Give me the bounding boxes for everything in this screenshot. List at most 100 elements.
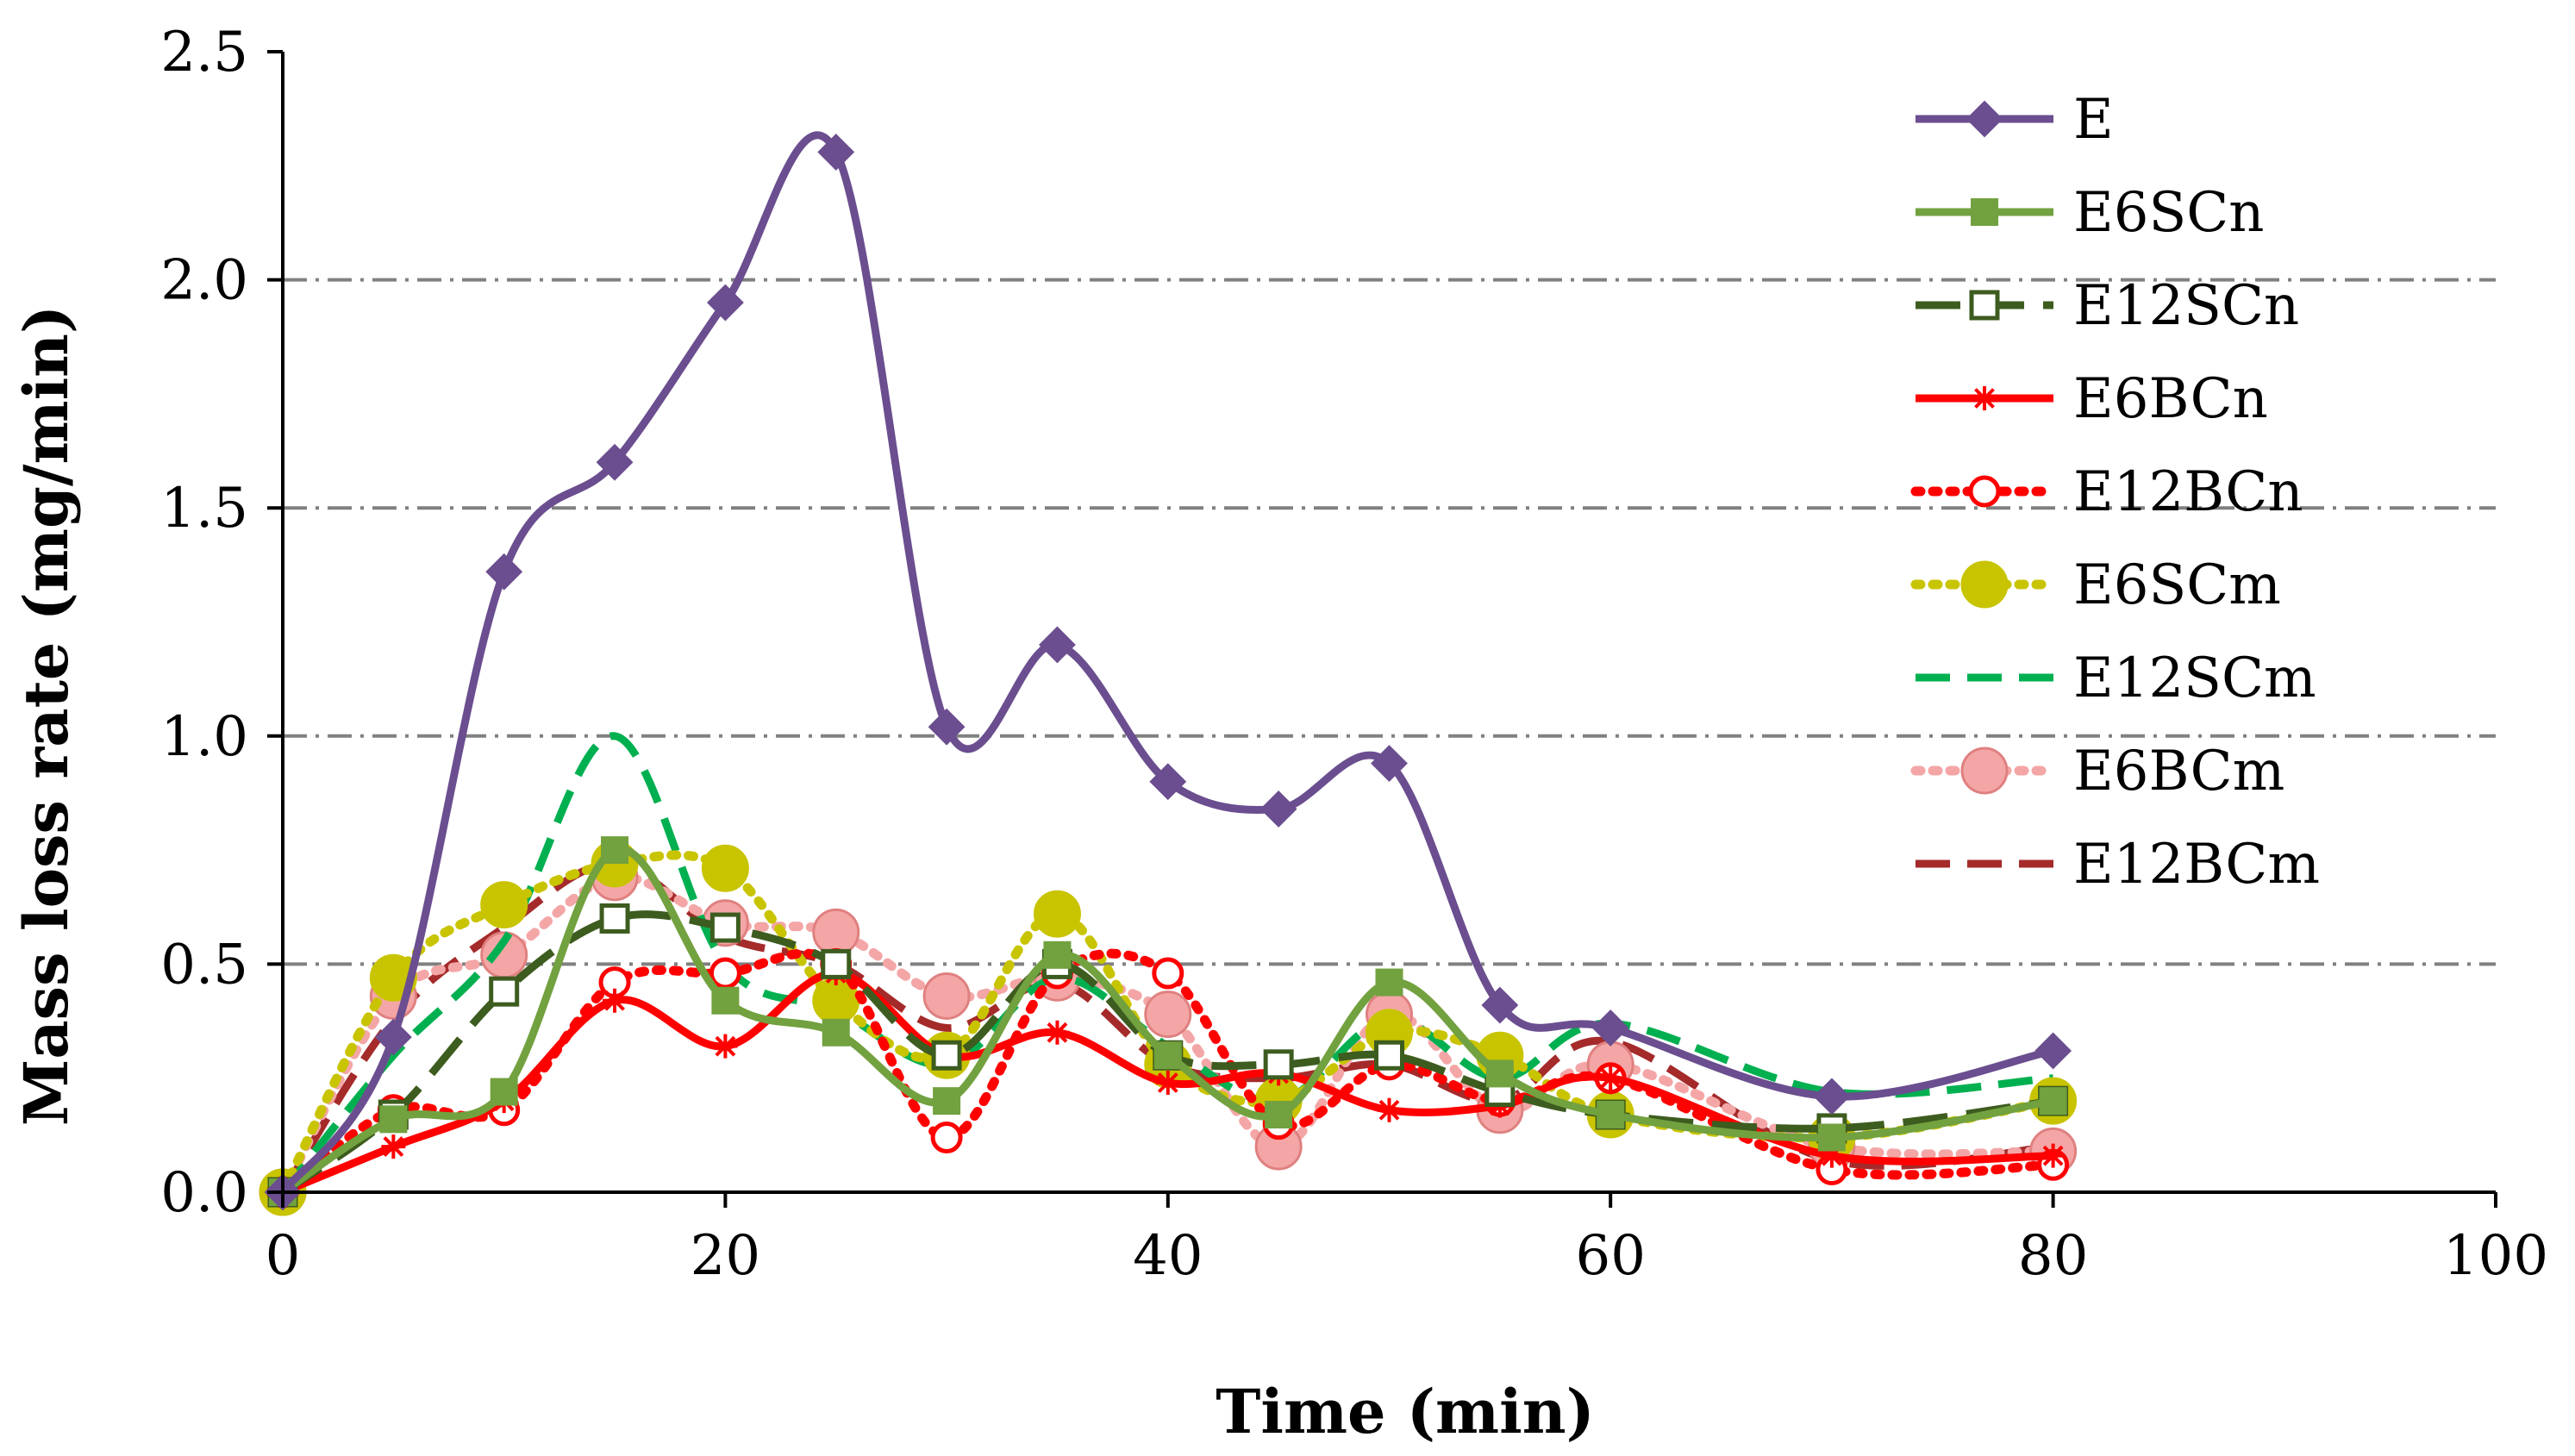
legend-marker: [1960, 560, 2009, 609]
legend-entry: E6SCm: [1910, 553, 2281, 617]
y-axis-title: Mass loss rate (mg/min): [10, 305, 82, 1126]
data-point: [490, 1078, 518, 1106]
y-tick-label: 0.5: [160, 933, 248, 997]
data-point: [1374, 1040, 1404, 1071]
data-point: [489, 976, 520, 1007]
x-tick-label: 40: [1133, 1224, 1203, 1288]
data-point: [1259, 790, 1297, 828]
data-point: [485, 553, 523, 591]
data-point: [1043, 940, 1072, 969]
data-point: [709, 912, 741, 943]
data-point: [1597, 1101, 1625, 1129]
data-point: [1265, 1101, 1293, 1129]
data-point: [1371, 745, 1408, 782]
legend-marker: [1966, 100, 2003, 138]
data-point: [1144, 990, 1192, 1039]
data-point: [2034, 1032, 2072, 1070]
legend-marker: [1969, 290, 2000, 321]
data-point: [821, 948, 852, 979]
legend-label: E6BCn: [2073, 367, 2268, 431]
data-point: [1485, 1059, 1514, 1088]
legend-label: E6SCm: [2073, 553, 2281, 617]
legend-label: E12BCn: [2073, 460, 2303, 524]
data-point: [1045, 1020, 1070, 1045]
data-point: [928, 708, 966, 746]
data-point: [1153, 1041, 1182, 1070]
data-point: [374, 1018, 412, 1056]
legend-label: E12SCm: [2073, 647, 2316, 710]
legend-entry: E6BCm: [1910, 740, 2284, 803]
y-tick-label: 2.5: [160, 21, 248, 84]
x-tick-label: 100: [2443, 1224, 2548, 1288]
data-point: [1155, 1070, 1180, 1095]
legend: E E6SCn E12SCn E6BCn E12BCn E6SCm E12SCm E6BCm E…: [1910, 88, 2320, 897]
series-E: [264, 131, 2072, 1211]
axes: [267, 50, 2497, 1208]
data-point: [1377, 1097, 1402, 1122]
y-tick-label: 1.5: [160, 477, 248, 541]
tick-labels: 0 20 40 60 80 100 0.0 0.5 1.0 1.5 2.0 2.5: [160, 21, 2548, 1288]
legend-entry: E: [1916, 88, 2114, 152]
data-point: [817, 134, 855, 171]
y-tick-label: 0.0: [160, 1161, 248, 1225]
data-point: [930, 1121, 963, 1153]
legend-label: E12BCm: [2073, 833, 2320, 897]
legend-entry: E6BCn: [1916, 367, 2268, 431]
data-point: [711, 986, 740, 1015]
data-point: [381, 1134, 406, 1159]
data-point: [922, 972, 971, 1020]
data-point: [701, 844, 749, 892]
legend-entry: E12BCm: [1916, 833, 2320, 897]
series-E6SCn: [269, 836, 2067, 1206]
legend-entry: E12BCn: [1910, 460, 2303, 524]
legend-marker: [1968, 475, 2001, 508]
data-point: [1598, 1065, 1623, 1090]
data-point: [1591, 1009, 1629, 1047]
data-point: [931, 1040, 962, 1071]
data-point: [603, 988, 628, 1013]
data-point: [1039, 626, 1076, 664]
legend-label: E: [2073, 88, 2114, 152]
legend-entry: E12SCn: [1916, 274, 2299, 338]
legend-marker: [1960, 747, 2009, 795]
data-point: [599, 903, 630, 934]
data-point: [1813, 1078, 1851, 1115]
data-point: [1152, 957, 1184, 990]
gridlines: [283, 278, 2496, 966]
data-point: [709, 957, 741, 990]
data-point: [1819, 1143, 1844, 1168]
data-point: [1149, 763, 1187, 801]
legend-marker: [1972, 386, 1997, 410]
data-point: [2041, 1143, 2066, 1168]
x-tick-label: 60: [1575, 1224, 1645, 1288]
data-point: [1481, 986, 1519, 1024]
data-point: [480, 881, 528, 929]
x-axis-title: Time (min): [1216, 1376, 1594, 1447]
series-group: [259, 131, 2078, 1216]
data-point: [2039, 1087, 2067, 1115]
data-point: [1033, 890, 1081, 938]
legend-entry: E6SCn: [1916, 181, 2264, 245]
legend-entry: E12SCm: [1916, 647, 2316, 710]
data-point: [822, 1018, 850, 1047]
data-point: [933, 1087, 961, 1115]
data-point: [1375, 968, 1403, 997]
legend-label: E6BCm: [2073, 740, 2284, 803]
data-point: [379, 1105, 408, 1134]
y-tick-label: 1.0: [160, 705, 248, 769]
x-tick-label: 0: [266, 1224, 301, 1288]
y-tick-label: 2.0: [160, 249, 248, 313]
data-point: [812, 908, 860, 956]
data-point: [706, 284, 744, 322]
legend-marker: [1971, 198, 1998, 226]
data-point: [1817, 1123, 1846, 1152]
legend-label: E6SCn: [2073, 181, 2264, 245]
data-point: [601, 836, 629, 865]
data-point: [596, 443, 634, 481]
data-point: [713, 1034, 738, 1059]
x-tick-label: 20: [691, 1224, 760, 1288]
x-tick-label: 80: [2018, 1224, 2088, 1288]
data-point: [1263, 1049, 1294, 1080]
